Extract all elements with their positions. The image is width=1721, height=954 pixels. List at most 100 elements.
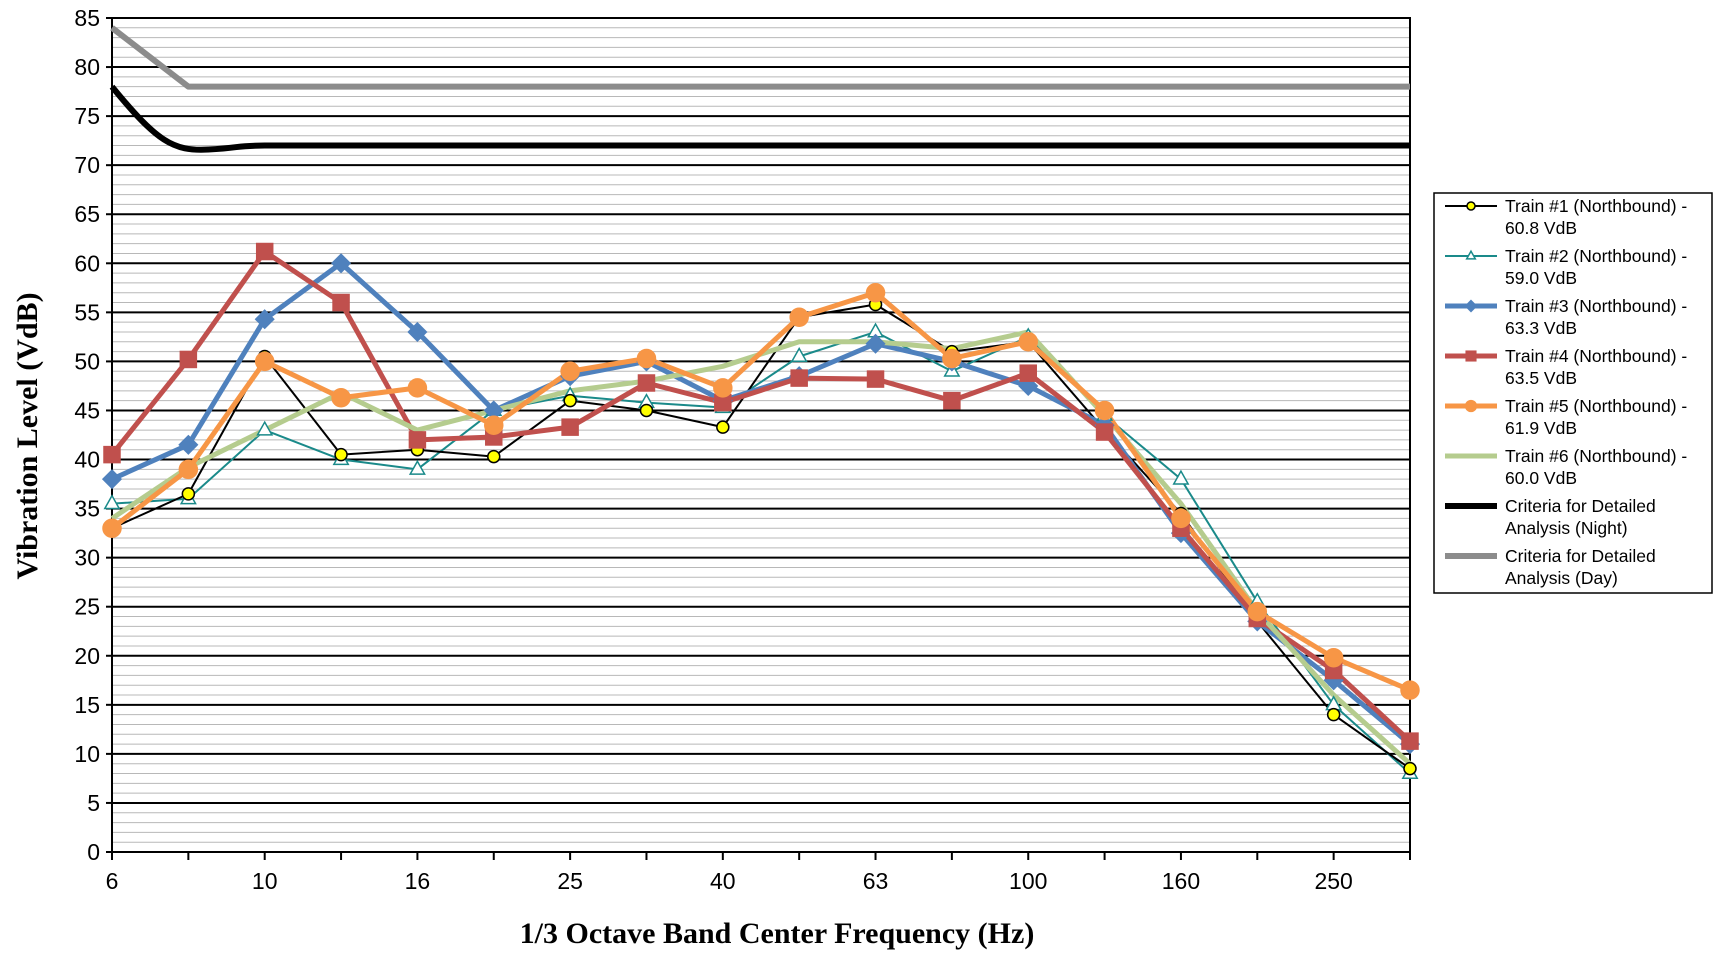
data-point (103, 494, 121, 510)
y-tick-label: 70 (74, 152, 100, 178)
data-point (1326, 707, 1341, 722)
data-point (103, 445, 121, 464)
y-tick-label: 10 (74, 741, 100, 767)
legend-label: 63.5 VdB (1505, 368, 1577, 388)
data-point (942, 348, 962, 369)
y-tick-label: 45 (74, 397, 100, 423)
data-point (407, 321, 428, 343)
data-point (560, 361, 580, 381)
y-tick-label: 0 (87, 839, 100, 865)
data-point (865, 282, 886, 303)
legend-label: Analysis (Night) (1505, 518, 1628, 538)
x-tick-label: 100 (1009, 868, 1047, 894)
legend-marker (1465, 249, 1477, 260)
legend-label: Train #3 (Northbound) - (1505, 296, 1687, 316)
legend-label: 61.9 VdB (1505, 418, 1577, 438)
legend-label: Criteria for Detailed (1505, 496, 1656, 516)
data-point (254, 351, 275, 372)
data-point (178, 434, 199, 455)
data-point (407, 378, 428, 398)
data-point (1323, 647, 1344, 668)
data-point (254, 309, 275, 330)
y-tick-label: 25 (74, 594, 100, 620)
data-point (334, 447, 348, 462)
data-point (408, 431, 427, 449)
x-tick-label: 40 (710, 868, 736, 894)
y-tick-label: 80 (74, 54, 100, 80)
legend-label: 60.0 VdB (1505, 468, 1577, 488)
data-point (716, 420, 730, 434)
data-point (255, 242, 274, 261)
y-tick-label: 75 (74, 103, 100, 129)
data-point (790, 369, 808, 387)
legend-label: Train #4 (Northbound) - (1505, 346, 1687, 366)
x-tick-label: 10 (252, 868, 278, 894)
y-tick-label: 65 (74, 201, 100, 227)
data-point (1400, 680, 1420, 700)
data-point (637, 374, 656, 392)
y-axis-tick-labels: 0 5 10 15 20 25 30 35 40 45 50 55 60 65 70 75 80 85 (74, 5, 112, 865)
legend-label: 63.3 VdB (1505, 318, 1577, 338)
series-line (111, 303, 1411, 770)
data-point (636, 348, 657, 369)
y-tick-label: 35 (74, 496, 100, 522)
data-point (102, 518, 122, 538)
legend-marker (1464, 399, 1478, 413)
data-point (101, 469, 123, 490)
data-point (563, 393, 577, 408)
data-point (256, 420, 274, 436)
legend-label: Criteria for Detailed (1505, 546, 1656, 566)
data-point (1403, 761, 1417, 776)
y-tick-label: 30 (74, 545, 100, 571)
data-point (865, 333, 886, 354)
x-tick-label: 16 (405, 868, 431, 894)
y-tick-label: 55 (74, 299, 100, 325)
data-point (408, 459, 426, 475)
x-tick-marks (111, 852, 1411, 860)
series-lines (109, 25, 1412, 775)
data-point (332, 293, 350, 312)
y-tick-label: 60 (74, 250, 100, 276)
data-point (179, 350, 198, 369)
data-point (181, 487, 196, 501)
series-markers (101, 242, 1421, 780)
data-point (943, 391, 961, 410)
series-line (110, 249, 1412, 743)
data-point (866, 370, 885, 388)
y-tick-label: 50 (74, 348, 100, 374)
data-point (561, 418, 579, 436)
data-point (1019, 364, 1037, 382)
legend-marker (1466, 201, 1476, 211)
data-point (1401, 732, 1419, 750)
y-tick-label: 20 (74, 643, 100, 669)
legend-marker (1464, 299, 1478, 313)
series-line (109, 84, 1410, 153)
minor-gridlines (112, 27, 1410, 843)
x-tick-label: 63 (863, 868, 889, 894)
data-point (178, 459, 199, 480)
legend-label: Train #6 (Northbound) - (1505, 446, 1687, 466)
plot-area-border (111, 17, 1411, 853)
legend-label: Train #1 (Northbound) - (1505, 196, 1687, 216)
series-line (110, 260, 1412, 746)
data-point (639, 403, 654, 418)
legend-label: Train #5 (Northbound) - (1505, 396, 1687, 416)
series-line (110, 290, 1411, 693)
x-tick-label: 160 (1162, 868, 1200, 894)
data-point (487, 449, 501, 464)
y-tick-label: 5 (87, 790, 100, 816)
data-point (1095, 423, 1114, 441)
data-point (1172, 469, 1190, 485)
data-point (789, 307, 809, 328)
y-tick-label: 15 (74, 692, 100, 718)
legend-label: Analysis (Day) (1505, 568, 1618, 588)
data-point (1171, 508, 1191, 529)
y-tick-label: 85 (74, 5, 100, 31)
legend: Train #1 (Northbound) -60.8 VdB Train #2 … (1433, 192, 1713, 594)
legend-label: 60.8 VdB (1505, 218, 1577, 238)
legend-box (1433, 192, 1713, 594)
series-line (111, 330, 1411, 775)
x-tick-label: 25 (557, 868, 583, 894)
data-point (330, 253, 352, 274)
